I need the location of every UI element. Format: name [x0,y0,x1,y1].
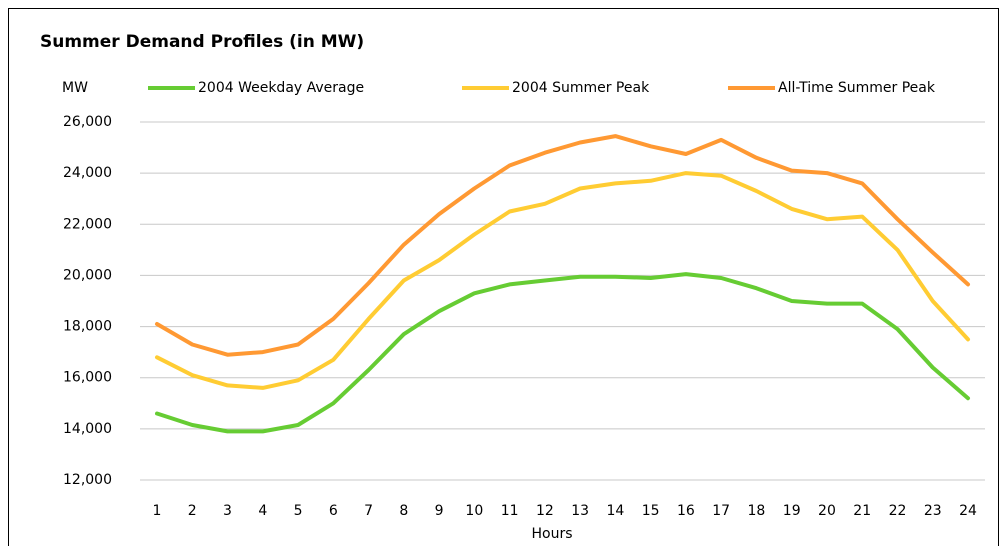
chart-border [8,8,999,546]
x-axis-label: Hours [531,526,572,542]
x-tick-label: 1 [153,503,162,519]
series-line [155,272,970,434]
x-tick-label: 22 [889,503,907,519]
x-tick-label: 3 [223,503,232,519]
y-tick-label: 22,000 [63,216,112,232]
x-tick-label: 15 [642,503,660,519]
y-tick-label: 24,000 [63,165,112,181]
x-tick-label: 21 [853,503,871,519]
x-tick-label: 20 [818,503,836,519]
x-tick-label: 16 [677,503,695,519]
x-tick-label: 18 [748,503,766,519]
series-line [155,171,970,390]
y-tick-label: 20,000 [63,267,112,283]
y-axis-label: MW [62,80,88,96]
y-tick-label: 16,000 [63,370,112,386]
x-tick-label: 9 [435,503,444,519]
x-tick-label: 5 [294,503,303,519]
x-tick-label: 17 [712,503,730,519]
legend-label: All-Time Summer Peak [778,80,936,96]
x-tick-label: 13 [571,503,589,519]
x-tick-label: 2 [188,503,197,519]
legend-label: 2004 Weekday Average [198,80,364,96]
x-tick-label: 11 [501,503,519,519]
y-tick-label: 14,000 [63,421,112,437]
chart-title: Summer Demand Profiles (in MW) [40,32,364,52]
y-tick-label: 12,000 [63,472,112,488]
x-tick-label: 14 [606,503,624,519]
y-tick-label: 18,000 [63,319,112,335]
x-tick-label: 10 [465,503,483,519]
x-tick-label: 6 [329,503,338,519]
legend-label: 2004 Summer Peak [512,80,650,96]
y-tick-label: 26,000 [63,114,112,130]
x-tick-label: 24 [959,503,977,519]
x-tick-label: 19 [783,503,801,519]
x-tick-label: 4 [258,503,267,519]
x-tick-label: 8 [399,503,408,519]
x-tick-label: 7 [364,503,373,519]
x-tick-label: 12 [536,503,554,519]
series-line [155,134,970,357]
x-tick-label: 23 [924,503,942,519]
